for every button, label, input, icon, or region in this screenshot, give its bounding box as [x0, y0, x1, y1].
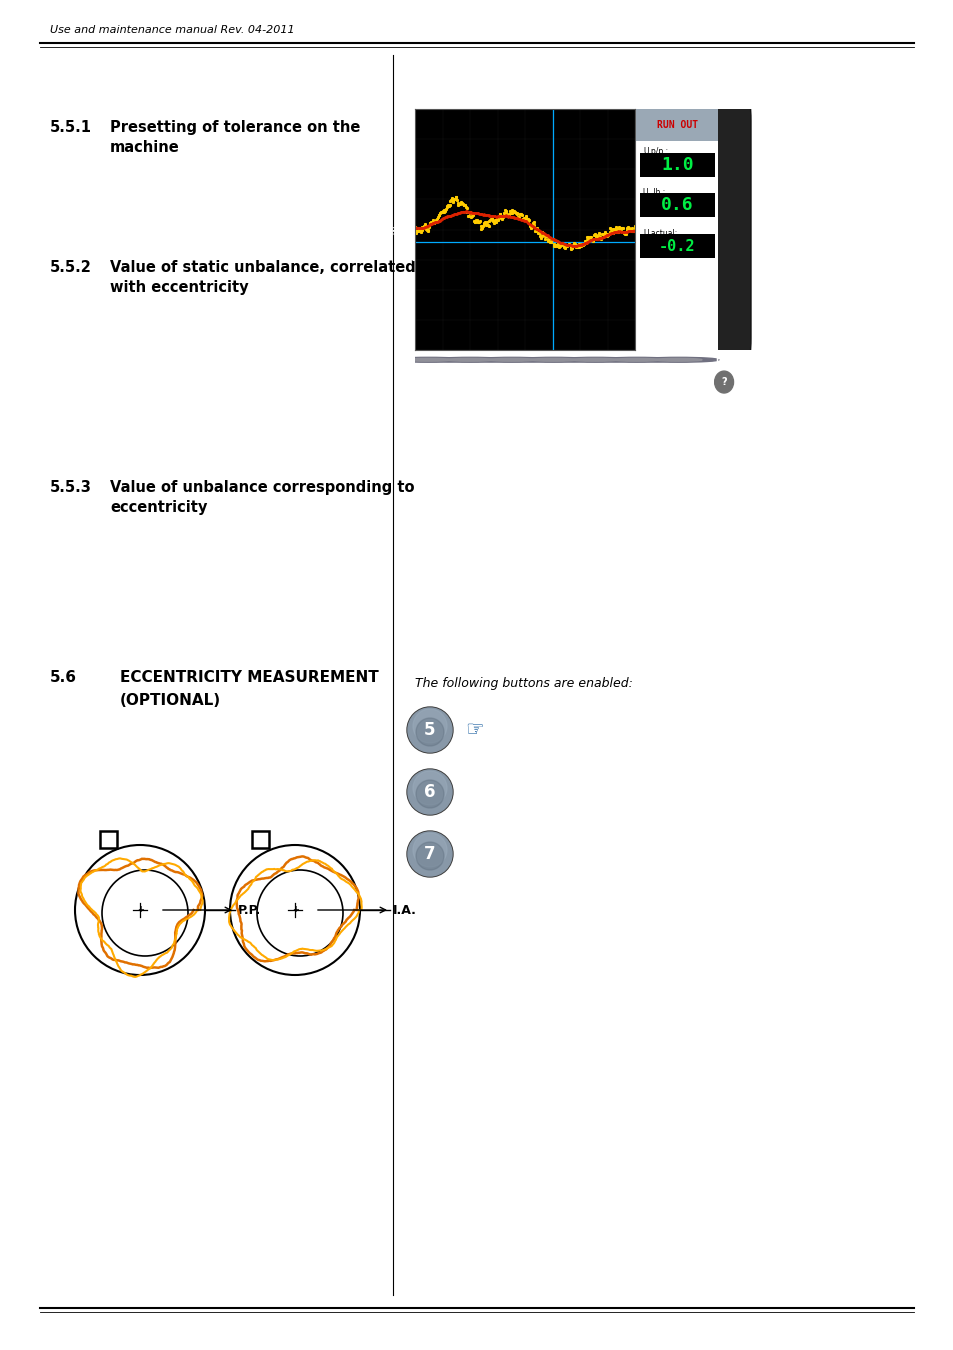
- Circle shape: [404, 358, 452, 362]
- Circle shape: [529, 358, 577, 362]
- Circle shape: [413, 771, 447, 805]
- Circle shape: [554, 358, 635, 362]
- Circle shape: [638, 358, 719, 362]
- Text: ?: ?: [720, 377, 726, 387]
- Text: +: +: [137, 906, 144, 914]
- Text: P.P.: P.P.: [237, 903, 261, 917]
- Circle shape: [471, 358, 552, 362]
- Text: 1.0: 1.0: [660, 155, 693, 174]
- Circle shape: [613, 358, 659, 362]
- Circle shape: [571, 358, 618, 362]
- Text: U.p/p.:: U.p/p.:: [642, 147, 667, 155]
- Circle shape: [407, 832, 453, 878]
- Circle shape: [488, 358, 535, 362]
- Text: Value of unbalance corresponding to: Value of unbalance corresponding to: [110, 481, 414, 495]
- Circle shape: [654, 358, 701, 362]
- Circle shape: [596, 358, 677, 362]
- Text: Presetting of tolerance on the: Presetting of tolerance on the: [110, 120, 360, 135]
- Text: ☞: ☞: [464, 720, 483, 740]
- Text: The following buttons are enabled:: The following buttons are enabled:: [415, 676, 632, 690]
- Text: 6: 6: [424, 783, 436, 801]
- Y-axis label: MM: MM: [394, 225, 398, 234]
- Bar: [100, 832, 117, 848]
- Text: 5: 5: [424, 721, 436, 738]
- Text: eccentricity: eccentricity: [110, 500, 207, 514]
- Text: U.actual:: U.actual:: [642, 228, 677, 238]
- Circle shape: [429, 358, 510, 362]
- Bar: [639, 153, 715, 177]
- Text: (OPTIONAL): (OPTIONAL): [120, 693, 221, 707]
- Text: -0.2: -0.2: [659, 239, 695, 254]
- FancyBboxPatch shape: [714, 97, 750, 362]
- Circle shape: [446, 358, 494, 362]
- Text: Value of static unbalance, correlated: Value of static unbalance, correlated: [110, 261, 416, 275]
- Text: 7: 7: [424, 845, 436, 863]
- Circle shape: [388, 358, 469, 362]
- Bar: [252, 832, 269, 848]
- X-axis label: Position: Position: [514, 360, 536, 366]
- Circle shape: [407, 707, 453, 753]
- Bar: [639, 193, 715, 217]
- Text: +: +: [293, 906, 299, 914]
- Text: 0.6: 0.6: [660, 197, 693, 215]
- Text: RUN OUT: RUN OUT: [656, 120, 698, 130]
- Text: I.A.: I.A.: [393, 903, 416, 917]
- Circle shape: [413, 709, 447, 742]
- Circle shape: [408, 769, 452, 814]
- Text: End: End: [715, 355, 733, 364]
- Text: 5.5.2: 5.5.2: [50, 261, 91, 275]
- Circle shape: [407, 769, 453, 815]
- Bar: [636, 109, 718, 140]
- Circle shape: [416, 718, 443, 747]
- Text: with eccentricity: with eccentricity: [110, 279, 249, 296]
- Text: machine: machine: [110, 140, 179, 155]
- Bar: [639, 235, 715, 258]
- Text: 5.6: 5.6: [50, 670, 77, 684]
- Text: U. lh.:: U. lh.:: [642, 188, 664, 197]
- Circle shape: [513, 358, 594, 362]
- Circle shape: [413, 833, 447, 867]
- Circle shape: [408, 832, 452, 876]
- Circle shape: [416, 780, 443, 809]
- Circle shape: [416, 842, 443, 869]
- Circle shape: [408, 707, 452, 752]
- Text: 5.5.3: 5.5.3: [50, 481, 91, 495]
- Circle shape: [714, 371, 733, 393]
- Text: ECCENTRICITY MEASUREMENT: ECCENTRICITY MEASUREMENT: [120, 670, 378, 684]
- Text: Use and maintenance manual Rev. 04-2011: Use and maintenance manual Rev. 04-2011: [50, 26, 294, 35]
- Text: 5.5.1: 5.5.1: [50, 120, 91, 135]
